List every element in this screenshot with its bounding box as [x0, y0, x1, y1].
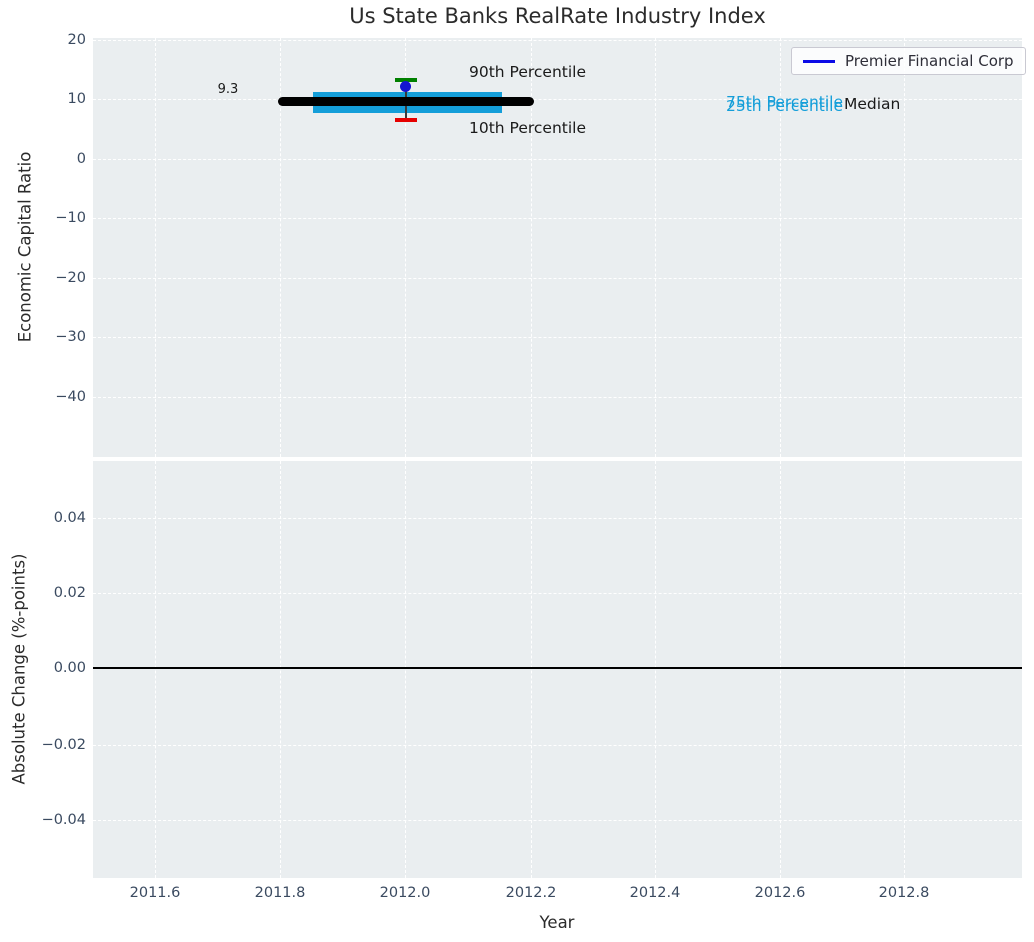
- gridline-vertical: [655, 38, 656, 457]
- ytick-label: 20: [67, 32, 86, 48]
- xtick-label: 2012.2: [505, 885, 557, 901]
- gridline-horizontal: [93, 40, 1022, 41]
- p90-annotation: 90th Percentile: [469, 63, 587, 81]
- gridline-horizontal: [93, 518, 1022, 519]
- ytick-label: −10: [55, 210, 86, 226]
- ytick-label: 0.00: [53, 660, 86, 676]
- gridline-vertical: [904, 461, 905, 878]
- zero-reference-line: [93, 667, 1022, 669]
- gridline-horizontal: [93, 397, 1022, 398]
- bottom-y-axis-label: Absolute Change (%-points): [9, 553, 29, 785]
- p10-whisker-cap: [395, 118, 417, 122]
- median-value-label: 9.3: [217, 82, 239, 97]
- gridline-horizontal: [93, 278, 1022, 279]
- gridline-horizontal: [93, 218, 1022, 219]
- chart-title: Us State Banks RealRate Industry Index: [349, 4, 766, 28]
- gridline-horizontal: [93, 159, 1022, 160]
- gridline-horizontal: [93, 99, 1022, 100]
- gridline-vertical: [904, 38, 905, 457]
- p25-annotation: 25th Percentile: [726, 97, 844, 115]
- gridline-vertical: [531, 38, 532, 457]
- ytick-label: −30: [55, 329, 86, 345]
- gridline-vertical: [655, 461, 656, 878]
- median-line: [278, 97, 534, 106]
- gridline-vertical: [531, 461, 532, 878]
- top-y-axis-label: Economic Capital Ratio: [15, 151, 35, 343]
- gridline-horizontal: [93, 337, 1022, 338]
- p75-annotation: 75th Percentile: [726, 93, 844, 111]
- legend-label: Premier Financial Corp: [845, 52, 1014, 70]
- gridline-vertical: [155, 38, 156, 457]
- xtick-label: 2012.6: [754, 885, 806, 901]
- ytick-label: −20: [55, 270, 86, 286]
- gridline-horizontal: [93, 745, 1022, 746]
- gridline-vertical: [780, 38, 781, 457]
- gridline-vertical: [280, 461, 281, 878]
- xtick-label: 2011.6: [129, 885, 181, 901]
- gridline-vertical: [405, 38, 406, 457]
- x-axis-label: Year: [539, 913, 575, 932]
- bottom-plot-area: [93, 461, 1022, 878]
- median-annotation: Median: [844, 95, 901, 113]
- company-data-point: [400, 81, 411, 92]
- ytick-label: −40: [55, 389, 86, 405]
- gridline-horizontal: [93, 593, 1022, 594]
- ytick-label: −0.02: [41, 737, 86, 753]
- p90-whisker-cap: [395, 78, 417, 82]
- xtick-label: 2012.4: [629, 885, 681, 901]
- gridline-vertical: [405, 461, 406, 878]
- gridline-vertical: [280, 38, 281, 457]
- legend: Premier Financial Corp: [791, 47, 1026, 75]
- gridline-vertical: [780, 461, 781, 878]
- ytick-label: 0.02: [53, 585, 86, 601]
- ytick-label: 0: [76, 151, 86, 167]
- ytick-label: −0.04: [41, 812, 86, 828]
- top-plot-area: 9.3 90th Percentile 10th Percentile 75th…: [93, 38, 1026, 457]
- legend-line-swatch-icon: [803, 59, 835, 63]
- xtick-label: 2012.8: [878, 885, 930, 901]
- xtick-label: 2012.0: [379, 885, 431, 901]
- ytick-label: 0.04: [53, 510, 86, 526]
- gridline-horizontal: [93, 820, 1022, 821]
- ytick-label: 10: [67, 91, 86, 107]
- gridline-vertical: [155, 461, 156, 878]
- p10-annotation: 10th Percentile: [469, 119, 587, 137]
- xtick-label: 2011.8: [254, 885, 306, 901]
